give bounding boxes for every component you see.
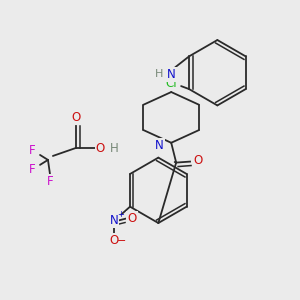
Text: O: O [193, 154, 203, 167]
Text: H: H [155, 69, 164, 79]
Text: F: F [29, 143, 35, 157]
Text: −: − [116, 236, 126, 246]
Text: N: N [155, 139, 164, 152]
Text: H: H [110, 142, 119, 154]
Text: O: O [110, 234, 119, 247]
Text: F: F [29, 163, 35, 176]
Text: N: N [167, 68, 176, 81]
Text: F: F [46, 175, 53, 188]
Text: N: N [110, 214, 118, 227]
Text: O: O [71, 111, 80, 124]
Text: O: O [128, 212, 136, 225]
Text: +: + [117, 210, 124, 219]
Text: Cl: Cl [165, 76, 177, 90]
Text: O: O [96, 142, 105, 154]
